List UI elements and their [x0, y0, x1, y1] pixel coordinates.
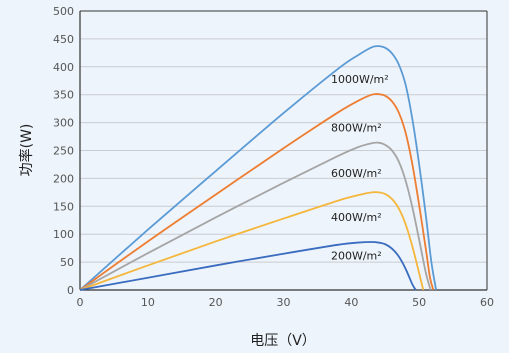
tick-labels: 0 50 100 150 200 250 300 350 400 450 500 0 10 20 30 40 5…	[53, 5, 494, 309]
x-axis-title: 电压（V）	[250, 333, 316, 349]
series-line	[79, 45, 438, 291]
series-label: 600W/m²	[331, 167, 382, 180]
y-tick-label: 250	[53, 145, 74, 158]
x-tick-label: 10	[141, 296, 155, 309]
series-line	[79, 141, 432, 291]
y-tick-label: 350	[53, 89, 74, 102]
x-tick-label: 60	[480, 296, 494, 309]
series-labels: 1000W/m² 800W/m² 600W/m² 400W/m² 200W/m²	[331, 73, 389, 262]
y-tick-label: 100	[53, 228, 74, 241]
series-line	[79, 191, 425, 291]
x-tick-label: 20	[209, 296, 223, 309]
y-tick-label: 500	[53, 5, 74, 18]
x-tick-label: 30	[277, 296, 291, 309]
y-axis-title: 功率(W)	[18, 124, 35, 177]
y-tick-label: 150	[53, 200, 74, 213]
series-label: 200W/m²	[331, 249, 382, 262]
series-label: 1000W/m²	[331, 73, 389, 86]
series-line	[79, 93, 435, 291]
series-lines	[79, 45, 438, 291]
x-tick-label: 40	[344, 296, 358, 309]
y-tick-label: 0	[67, 284, 74, 297]
x-tick-label: 0	[77, 296, 84, 309]
grid-lines	[80, 10, 487, 263]
x-tick-label: 50	[412, 296, 426, 309]
series-label: 400W/m²	[331, 211, 382, 224]
series-line	[79, 241, 417, 291]
y-tick-label: 400	[53, 61, 74, 74]
series-label: 800W/m²	[331, 122, 382, 135]
y-tick-label: 300	[53, 117, 74, 130]
y-tick-label: 50	[60, 256, 74, 269]
y-tick-label: 200	[53, 172, 74, 185]
axes	[79, 10, 488, 291]
y-tick-label: 450	[53, 33, 74, 46]
